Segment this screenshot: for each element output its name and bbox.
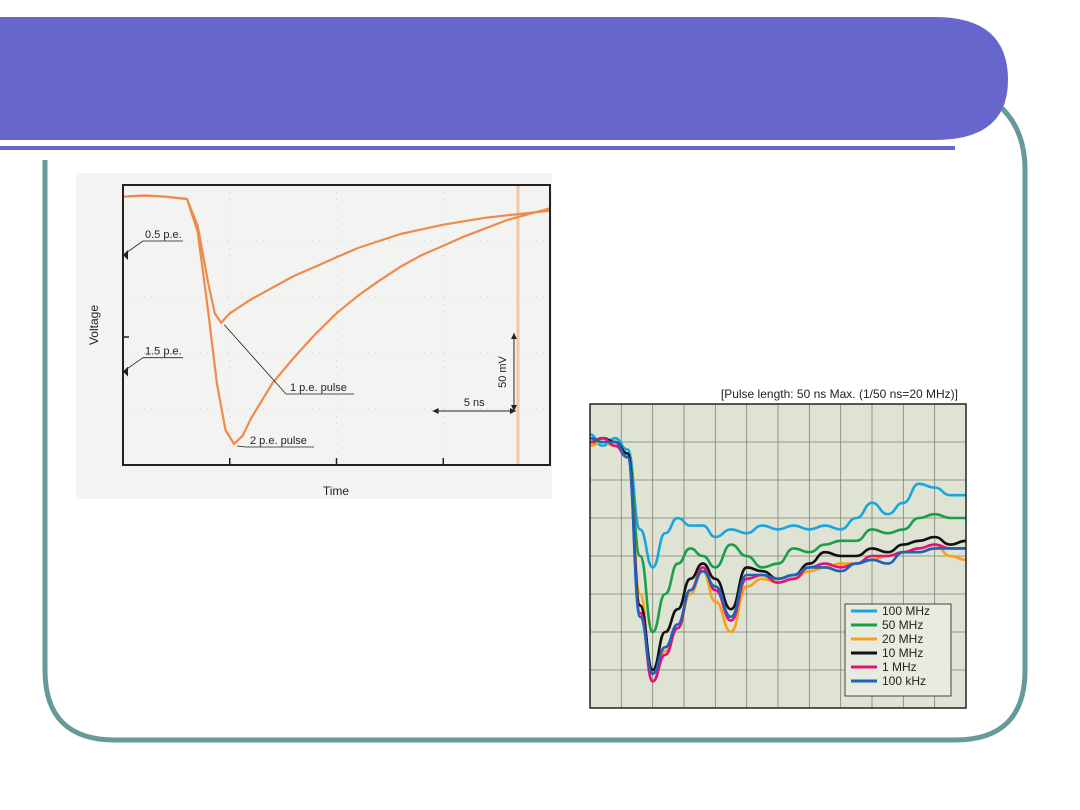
bandwidth-series-100-mhz-line bbox=[589, 433, 966, 569]
voltage-scale-arrow bbox=[510, 333, 517, 339]
pulse-series-1-line bbox=[122, 194, 551, 324]
pulse-annotation-leader bbox=[236, 445, 247, 448]
level-label: 1.5 p.e. bbox=[145, 346, 182, 358]
pulse-annotation-label: 2 p.e. pulse bbox=[250, 435, 307, 447]
bandwidth-chart-title: [Pulse length: 50 ns Max. (1/50 ns=20 MH… bbox=[721, 387, 958, 401]
title-underline bbox=[0, 146, 955, 150]
bandwidth-chart: [Pulse length: 50 ns Max. (1/50 ns=20 MH… bbox=[580, 380, 970, 710]
title-band bbox=[0, 17, 1008, 140]
time-scale-arrow bbox=[509, 408, 516, 414]
legend-entry: 1 MHz bbox=[882, 660, 917, 674]
pulse-chart-grid bbox=[123, 185, 550, 465]
pulse-chart: 1 p.e. pulse 2 p.e. pulse 0.5 p.e. 1.5 p.e.… bbox=[76, 173, 552, 499]
level-arrow bbox=[123, 250, 128, 260]
legend-entry: 50 MHz bbox=[882, 618, 923, 632]
bandwidth-chart-plot-border bbox=[589, 403, 967, 709]
frame-border bbox=[42, 85, 1028, 743]
legend-entry: 10 MHz bbox=[882, 646, 923, 660]
pulse-annotation-label: 1 p.e. pulse bbox=[290, 382, 347, 394]
pulse-chart-annotations: 1 p.e. pulse 2 p.e. pulse 0.5 p.e. 1.5 p.e.… bbox=[122, 229, 517, 448]
bandwidth-chart-grid bbox=[590, 404, 966, 708]
bandwidth-series-100-khz-line bbox=[589, 436, 966, 676]
level-label: 0.5 p.e. bbox=[145, 229, 182, 241]
time-scale-arrow bbox=[432, 408, 439, 414]
voltage-scale-label: 50 mV bbox=[497, 355, 509, 387]
pulse-annotation-leader bbox=[223, 324, 287, 395]
legend-entry: 20 MHz bbox=[882, 632, 923, 646]
pulse-chart-series bbox=[122, 194, 551, 446]
bandwidth-series-10-mhz-line bbox=[589, 436, 967, 672]
voltage-scale-arrow bbox=[510, 405, 517, 411]
bandwidth-chart-series bbox=[589, 433, 967, 683]
pulse-chart-ylabel: Voltage bbox=[87, 305, 101, 345]
time-scale-label: 5 ns bbox=[464, 397, 485, 409]
legend-entry: 100 kHz bbox=[882, 674, 926, 688]
legend-entry: 100 MHz bbox=[882, 604, 930, 618]
pulse-series-2-line bbox=[122, 194, 551, 446]
pulse-chart-xlabel: Time bbox=[323, 484, 350, 498]
pulse-chart-plot-border bbox=[122, 184, 551, 466]
level-arrow bbox=[123, 366, 128, 377]
bandwidth-series-50-mhz-line bbox=[589, 436, 966, 634]
